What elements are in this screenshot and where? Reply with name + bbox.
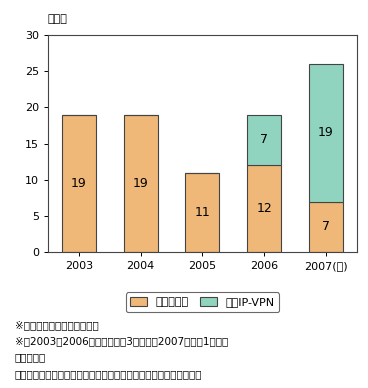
Bar: [62, 114, 96, 252]
Bar: [247, 114, 281, 165]
Bar: [247, 165, 281, 252]
Text: ※　2003～2006年はそれぞれ3月時点、2007年のみ1月時点: ※ 2003～2006年はそれぞれ3月時点、2007年のみ1月時点: [15, 336, 228, 346]
Text: 19: 19: [133, 177, 149, 190]
Legend: 国際専用線, 国際IP-VPN: 国際専用線, 国際IP-VPN: [126, 293, 279, 312]
Text: 12: 12: [256, 202, 272, 215]
Text: 19: 19: [318, 126, 334, 139]
Text: ※　主要通信事業者の合算値: ※ 主要通信事業者の合算値: [15, 320, 99, 330]
Text: 19: 19: [71, 177, 87, 190]
Bar: [309, 64, 343, 201]
Bar: [185, 173, 219, 252]
Text: 7: 7: [322, 220, 330, 233]
Text: の数値: の数値: [15, 352, 46, 362]
Bar: [124, 114, 158, 252]
Bar: [309, 201, 343, 252]
Text: （出典）「ユビキタスネットワーク社会の現状に関する調査研究」: （出典）「ユビキタスネットワーク社会の現状に関する調査研究」: [15, 369, 202, 379]
Text: 11: 11: [195, 206, 210, 219]
Text: 7: 7: [260, 133, 268, 146]
Text: （社）: （社）: [48, 14, 68, 24]
